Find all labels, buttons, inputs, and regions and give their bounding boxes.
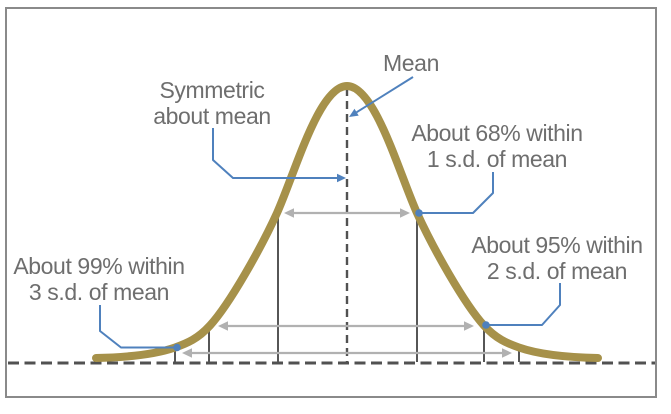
arrow-right-icon — [502, 348, 512, 358]
sd3-label-line2: 3 s.d. of mean — [28, 279, 170, 305]
connector-sd3-line — [99, 305, 177, 349]
sd1-label-line2: 1 s.d. of mean — [426, 146, 568, 172]
connector-symmetric — [212, 128, 346, 183]
range-arrow-2sd — [218, 321, 474, 331]
sd3-label-line1: About 99% within — [13, 253, 185, 279]
connector-sd2-line — [486, 283, 561, 326]
arrow-right-icon — [464, 321, 474, 331]
sd1-label: About 68% within 1 s.d. of mean — [411, 120, 583, 172]
arrow-left-icon — [218, 321, 228, 331]
sd3-label: About 99% within 3 s.d. of mean — [13, 253, 185, 305]
arrow-left-icon — [284, 208, 294, 218]
arrowhead-icon — [349, 108, 359, 117]
connector-sd3 — [99, 305, 181, 352]
arrowhead-icon — [337, 173, 346, 183]
dot-icon — [173, 343, 181, 352]
range-arrow-1sd — [284, 208, 410, 218]
connector-mean — [349, 76, 414, 117]
connector-sd1 — [415, 172, 494, 217]
sd2-label-line1: About 95% within — [471, 232, 643, 258]
connector-sd2 — [482, 283, 561, 329]
symmetric-label-line2: about mean — [153, 103, 271, 129]
connector-symmetric-line — [212, 128, 338, 179]
range-arrow-3sd — [182, 348, 512, 358]
sd2-label-line2: 2 s.d. of mean — [486, 258, 628, 284]
connector-sd1-line — [419, 172, 494, 214]
sd2-label: About 95% within 2 s.d. of mean — [471, 232, 643, 284]
sd1-label-line1: About 68% within — [411, 120, 583, 146]
connector-mean-line — [355, 76, 414, 114]
diagram-border — [5, 7, 657, 398]
dot-icon — [482, 321, 490, 329]
mean-label-text: Mean — [383, 50, 439, 76]
mean-label: Mean — [383, 50, 439, 76]
symmetric-label-line1: Symmetric — [159, 77, 265, 103]
dot-icon — [415, 209, 423, 217]
symmetric-label: Symmetric about mean — [153, 77, 271, 129]
arrow-left-icon — [182, 348, 192, 358]
arrow-right-icon — [400, 208, 410, 218]
bell-curve — [92, 82, 602, 362]
